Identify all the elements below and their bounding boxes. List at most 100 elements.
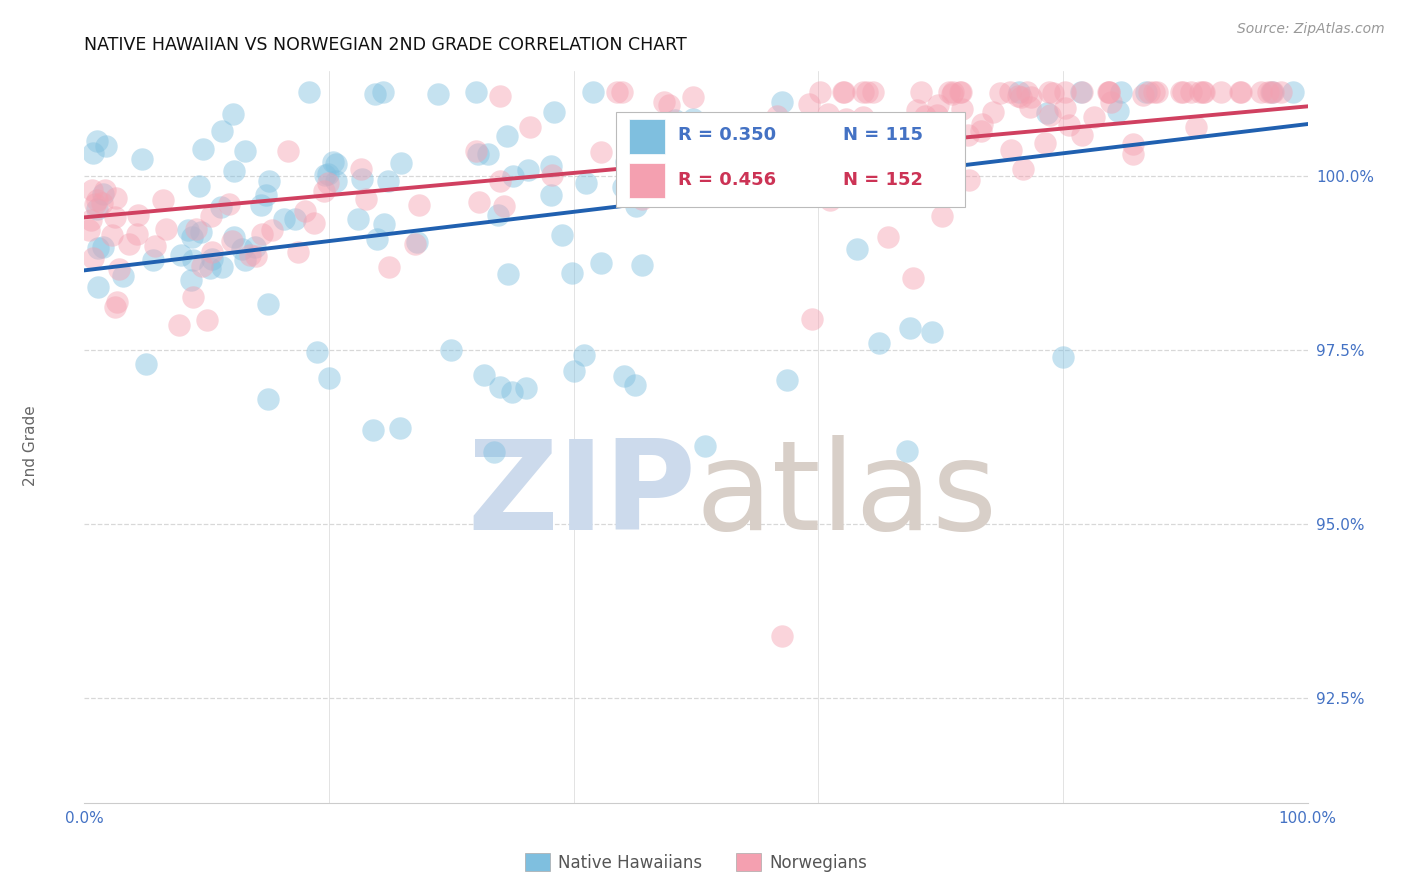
Point [1250,85,1272,99]
Point [211,124,233,138]
Point [273,211,295,226]
Text: atlas: atlas [696,435,998,556]
Point [1000,143,1022,157]
Point [82,251,104,265]
Text: NATIVE HAWAIIAN VS NORWEGIAN 2ND GRADE CORRELATION CHART: NATIVE HAWAIIAN VS NORWEGIAN 2ND GRADE C… [84,36,688,54]
Point [486,208,509,222]
Point [1052,350,1074,364]
Point [561,266,583,280]
Point [101,227,124,242]
Point [440,343,463,357]
Point [856,85,879,99]
Point [94,139,117,153]
Point [1015,85,1038,99]
Point [388,420,411,434]
Point [190,225,212,239]
Point [86,135,108,149]
Point [541,168,564,182]
Point [325,157,347,171]
Point [1230,85,1253,99]
Point [768,181,790,195]
Point [312,184,335,198]
Point [366,232,388,246]
Point [901,270,924,285]
Point [363,423,385,437]
Point [77,223,100,237]
Point [877,169,900,184]
Point [1036,106,1059,120]
Point [404,236,426,251]
Point [233,252,256,267]
Point [322,155,344,169]
Point [817,107,839,121]
Point [612,180,634,194]
Point [118,237,141,252]
Point [257,173,280,187]
Point [1083,110,1105,124]
Point [464,144,486,158]
Point [624,199,647,213]
Point [108,261,131,276]
Point [846,243,869,257]
Point [1071,128,1094,143]
Point [316,168,339,182]
Point [245,249,267,263]
Point [852,85,875,99]
Point [776,373,799,387]
Point [1192,85,1215,99]
Point [1132,87,1154,102]
Point [472,368,495,383]
Point [925,108,948,122]
Point [135,357,157,371]
Point [613,368,636,383]
Point [104,300,127,314]
Point [896,444,918,458]
Point [1098,85,1121,99]
Point [86,202,108,216]
Point [572,348,595,362]
Point [84,197,107,211]
Point [1192,85,1215,99]
Point [170,248,193,262]
Point [318,371,340,385]
Point [187,179,209,194]
Point [551,227,574,242]
Point [304,216,326,230]
Point [181,253,204,268]
Point [835,112,858,126]
Point [1143,85,1166,99]
Point [350,171,373,186]
Point [591,256,613,270]
Point [1033,136,1056,150]
Point [707,116,730,130]
Point [1098,85,1121,99]
Point [1260,85,1282,99]
Point [780,139,803,153]
Point [624,377,647,392]
Point [350,161,373,176]
Point [502,169,524,184]
Point [1180,85,1202,99]
Point [1122,136,1144,151]
Point [284,211,307,226]
Point [218,196,240,211]
Point [152,193,174,207]
Point [91,240,114,254]
Point [770,629,793,643]
Point [562,364,585,378]
Text: ZIP: ZIP [467,435,696,556]
Point [1057,118,1080,132]
Point [233,144,256,158]
Text: N = 115: N = 115 [842,126,922,144]
Point [1012,161,1035,176]
Point [239,248,262,262]
Point [614,155,637,169]
Point [799,97,821,112]
Point [669,181,692,195]
Point [1188,85,1211,99]
Point [1209,85,1232,99]
Point [606,85,628,99]
Point [938,85,960,99]
Point [744,139,766,153]
Point [167,318,190,333]
